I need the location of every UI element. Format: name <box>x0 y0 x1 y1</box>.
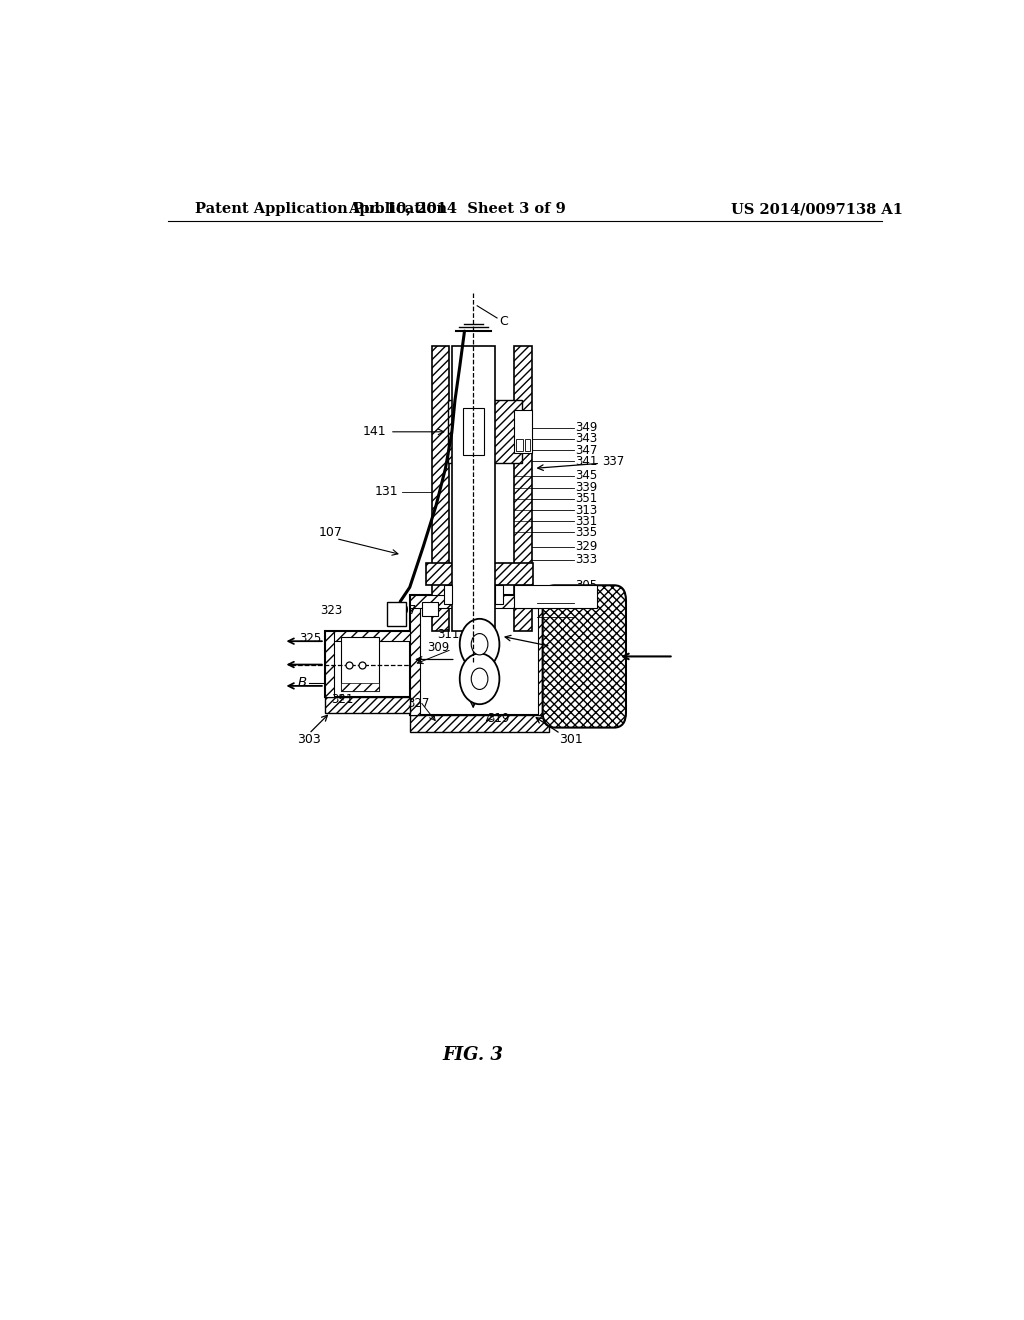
Text: 313: 313 <box>575 503 598 516</box>
Text: 345: 345 <box>575 469 598 482</box>
Bar <box>514 346 531 631</box>
Text: 141: 141 <box>362 425 386 438</box>
Text: 325: 325 <box>299 632 322 644</box>
Text: 329: 329 <box>575 540 598 553</box>
Bar <box>524 440 530 451</box>
Text: B: B <box>297 676 306 689</box>
Text: 307: 307 <box>394 605 417 618</box>
Bar <box>410 595 549 607</box>
Text: C: C <box>500 314 508 327</box>
Bar <box>325 697 410 713</box>
Bar <box>341 638 379 690</box>
Text: 311: 311 <box>437 627 460 640</box>
Text: 315: 315 <box>575 597 598 609</box>
Circle shape <box>471 634 487 655</box>
Text: 331: 331 <box>575 515 598 528</box>
Bar <box>514 585 597 607</box>
Bar <box>341 682 379 690</box>
Bar <box>325 631 410 642</box>
Circle shape <box>460 653 500 704</box>
Text: 301: 301 <box>559 734 583 746</box>
Bar <box>495 585 503 603</box>
Bar <box>410 715 549 731</box>
Text: US 2014/0097138 A1: US 2014/0097138 A1 <box>731 202 903 216</box>
Bar <box>432 346 450 631</box>
Text: 343: 343 <box>575 433 598 445</box>
Text: 305: 305 <box>575 578 598 591</box>
Bar <box>443 585 452 603</box>
Text: 319: 319 <box>486 711 509 725</box>
Text: 317: 317 <box>575 610 598 623</box>
Text: 347: 347 <box>575 444 598 457</box>
Text: 107: 107 <box>318 525 342 539</box>
Text: 327: 327 <box>408 697 430 710</box>
Text: FIG. 3: FIG. 3 <box>442 1045 504 1064</box>
Text: 131: 131 <box>374 486 397 498</box>
Text: 351: 351 <box>575 492 598 506</box>
Text: 323: 323 <box>321 605 342 618</box>
Text: 333: 333 <box>575 553 598 566</box>
Text: 349: 349 <box>575 421 598 434</box>
Bar <box>539 595 549 715</box>
Text: Apr. 10, 2014  Sheet 3 of 9: Apr. 10, 2014 Sheet 3 of 9 <box>348 202 566 216</box>
Text: 337: 337 <box>602 455 624 467</box>
Bar <box>426 562 532 585</box>
Text: 303: 303 <box>297 734 321 746</box>
Text: 341: 341 <box>575 455 598 467</box>
Bar <box>410 595 549 715</box>
Bar <box>447 400 522 463</box>
Text: 335: 335 <box>575 525 598 539</box>
Circle shape <box>471 668 487 689</box>
Bar <box>422 602 437 615</box>
Bar <box>325 631 335 697</box>
Bar <box>463 408 483 455</box>
Text: 321: 321 <box>331 693 353 706</box>
Text: 339: 339 <box>575 482 598 494</box>
Bar <box>410 595 420 715</box>
Circle shape <box>460 619 500 669</box>
FancyBboxPatch shape <box>543 585 626 727</box>
Bar <box>325 631 410 697</box>
Bar <box>387 602 406 626</box>
Bar <box>516 440 523 451</box>
Text: Patent Application Publication: Patent Application Publication <box>196 202 447 216</box>
Text: 309: 309 <box>427 640 450 653</box>
Bar <box>514 411 531 453</box>
Bar <box>452 346 495 631</box>
